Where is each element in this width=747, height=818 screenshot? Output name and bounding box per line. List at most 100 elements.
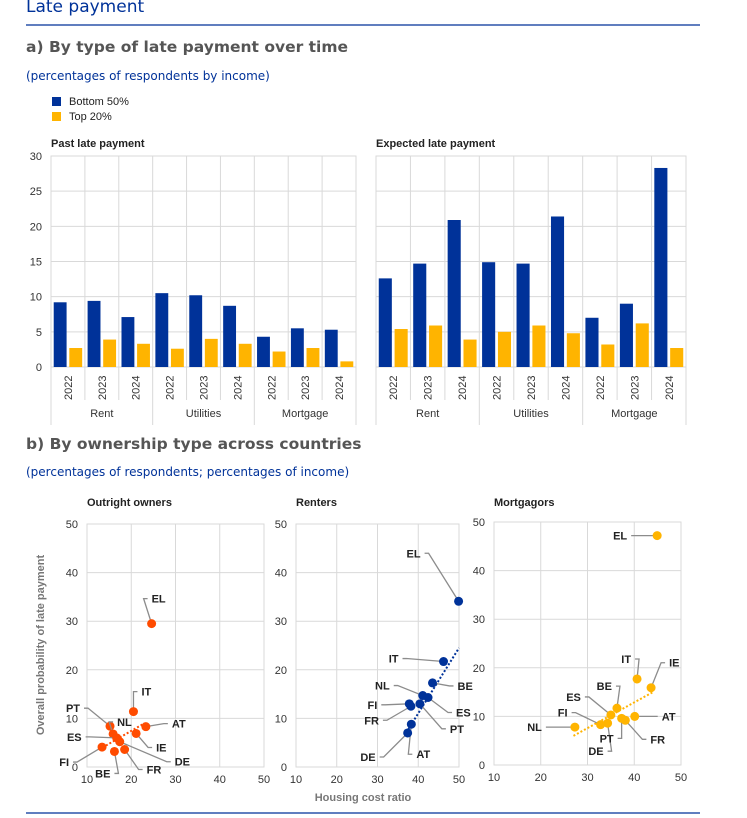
y-tick-label: 30: [66, 616, 78, 628]
bar-bottom50: [482, 262, 496, 367]
leader-line: [635, 658, 640, 680]
bar-bottom50: [413, 263, 427, 367]
data-point: [97, 742, 107, 752]
point-label: BE: [458, 681, 473, 693]
x-tick-label: 2024: [232, 376, 244, 400]
trendline: [405, 647, 460, 734]
point-label: ES: [456, 708, 471, 720]
x-tick-label: 30: [581, 772, 593, 784]
y-tick-label: 10: [30, 292, 42, 304]
bar-top20: [306, 348, 320, 367]
bar-top20: [272, 351, 286, 367]
data-point: [652, 531, 662, 541]
y-tick-label: 50: [473, 517, 485, 529]
data-point: [406, 719, 416, 729]
bar-bottom50: [257, 336, 270, 367]
leader-line: [113, 751, 120, 775]
x-tick-label: 2023: [423, 376, 435, 400]
bar-chart-1: Past late payment 0 5 10 15 20 25 30 2022 2023 202…: [30, 138, 357, 425]
leader-line: [402, 657, 444, 663]
point-label: AT: [172, 719, 186, 731]
x-tick-label: 40: [214, 774, 226, 786]
point-label: ES: [67, 732, 82, 744]
legend-label-bottom50: Bottom 50%: [69, 96, 129, 108]
leader-line: [650, 662, 666, 688]
point-label: EL: [613, 531, 627, 543]
plot-frame: [493, 521, 682, 766]
data-point: [606, 710, 616, 720]
x-tick-label: 40: [628, 772, 640, 784]
y-tick-label: 15: [30, 257, 42, 269]
bar-top20: [497, 331, 512, 367]
y-axis-title: Overall probability of late payment: [35, 555, 47, 736]
bar-top20: [340, 361, 354, 367]
leader-line: [124, 749, 143, 771]
bar-top20: [566, 333, 580, 367]
data-point: [630, 711, 640, 721]
point-label: FR: [650, 734, 665, 746]
bar-top20: [532, 325, 546, 367]
point-label: AT: [416, 749, 430, 761]
bar-bottom50: [378, 278, 392, 367]
x-tick-label: 40: [412, 774, 424, 786]
x-tick-label: 2022: [63, 376, 75, 400]
point-label: IT: [141, 687, 151, 699]
plot-frame: [86, 523, 265, 768]
leader-line: [135, 733, 153, 749]
point-label: NL: [527, 722, 542, 734]
data-point: [603, 718, 613, 728]
bar-top20: [69, 348, 83, 367]
x-tick-label: 2023: [526, 376, 538, 400]
point-label: AT: [662, 711, 676, 723]
data-point: [406, 701, 416, 711]
y-tick-label: 0: [72, 762, 78, 774]
y-tick-label: 30: [473, 614, 485, 626]
point-label: FI: [59, 757, 69, 769]
bar-bottom50: [155, 293, 169, 367]
x-tick-label: 10: [81, 774, 93, 786]
bar-top20: [170, 348, 184, 367]
bar-bottom50: [550, 216, 565, 367]
x-tick-label: 10: [290, 774, 302, 786]
y-tick-label: 40: [473, 566, 485, 578]
point-label: IE: [156, 742, 166, 754]
x-tick-label: 50: [453, 774, 465, 786]
bar-top20: [601, 344, 615, 367]
x-tick-label: 20: [535, 772, 547, 784]
x-tick-label: 2022: [595, 376, 607, 400]
x-tick-label: 50: [675, 772, 687, 784]
x-tick-label: 20: [125, 774, 137, 786]
point-label: EL: [407, 548, 421, 560]
data-point: [131, 728, 141, 738]
x-tick-label: 2024: [664, 376, 676, 400]
chart-title: Mortgagors: [494, 497, 555, 509]
group-label: Mortgage: [611, 408, 657, 420]
y-tick-label: 10: [66, 713, 78, 725]
bar-top20: [103, 339, 117, 367]
y-tick-label: 20: [66, 665, 78, 677]
section-b-title: b) By ownership type across countries: [26, 435, 361, 453]
data-point: [109, 746, 119, 756]
x-tick-label: 20: [331, 774, 343, 786]
bar-bottom50: [53, 302, 67, 367]
data-point: [141, 722, 151, 732]
legend-swatch-bottom50: [52, 97, 61, 106]
point-label: FI: [368, 700, 378, 712]
data-point: [570, 722, 580, 732]
point-label: DE: [588, 746, 603, 758]
bar-bottom50: [447, 220, 461, 367]
data-point: [596, 720, 606, 730]
chart-title: Outright owners: [87, 497, 172, 509]
leader-line: [73, 746, 103, 763]
bar-top20: [204, 338, 218, 367]
point-label: DE: [360, 752, 375, 764]
legend: Bottom 50% Top 20%: [52, 96, 129, 123]
y-tick-label: 30: [275, 616, 287, 628]
point-label: IT: [621, 654, 631, 666]
legend-label-top20: Top 20%: [69, 111, 112, 123]
point-label: BE: [597, 681, 612, 693]
bar-top20: [463, 339, 477, 367]
x-tick-label: 2024: [334, 376, 346, 400]
